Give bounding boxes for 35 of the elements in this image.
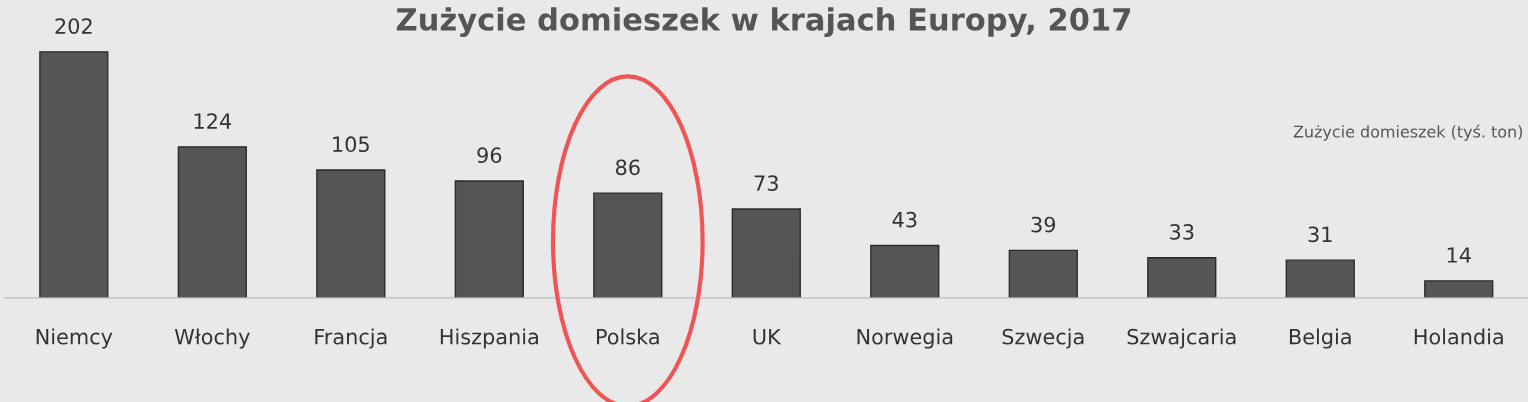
bar (1424, 280, 1494, 298)
x-tick-label: Hiszpania (440, 328, 538, 349)
data-label: 73 (754, 175, 778, 192)
data-label: 96 (477, 147, 502, 164)
data-label: 124 (194, 113, 232, 129)
bar (454, 180, 524, 298)
x-tick-label: Niemcy (36, 328, 113, 349)
bar (870, 244, 940, 298)
data-label: 14 (1447, 247, 1471, 263)
data-label: 202 (55, 18, 92, 34)
data-label: 43 (892, 211, 917, 228)
x-tick-label: Szwecja (1002, 328, 1084, 349)
bar (731, 208, 801, 298)
data-label: 105 (333, 136, 369, 153)
data-label: 86 (615, 159, 640, 176)
data-label: 33 (1170, 224, 1194, 240)
x-tick-label: Holandia (1414, 328, 1503, 345)
x-tick-label: Francja (315, 328, 387, 349)
bar (316, 169, 386, 298)
bar (1147, 256, 1217, 298)
data-label: 39 (1031, 216, 1056, 233)
x-tick-label: Włochy (174, 328, 250, 349)
annotation: Zużycie domieszek (tyś. ton) (1293, 124, 1523, 141)
bar (177, 146, 247, 298)
x-tick-label: Szwajcaria (1127, 328, 1236, 349)
x-tick-label: Norwegia (857, 328, 953, 349)
chart-title: Zużycie domieszek w krajach Europy, 2017 (396, 7, 1131, 38)
bar (593, 192, 663, 298)
bar (1008, 249, 1078, 298)
x-tick-label: Belgia (1289, 328, 1351, 349)
bar (39, 51, 109, 298)
x-tick-label: UK (753, 329, 782, 345)
bar (1285, 259, 1355, 298)
data-label: 31 (1308, 226, 1332, 243)
x-tick-label: Polska (597, 328, 659, 345)
